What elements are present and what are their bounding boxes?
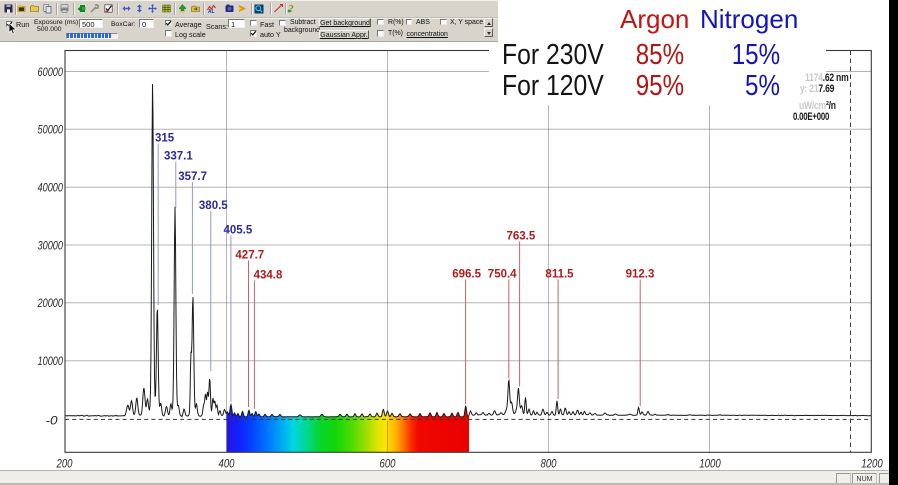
svg-text:40000: 40000 <box>38 181 64 195</box>
svg-text:427.7: 427.7 <box>235 249 264 261</box>
svg-text:696.5: 696.5 <box>452 268 481 280</box>
svg-text:434.8: 434.8 <box>254 269 283 281</box>
svg-text:-0: -0 <box>46 413 58 427</box>
svg-text:337.1: 337.1 <box>164 150 193 162</box>
svg-text:380.5: 380.5 <box>199 200 228 212</box>
svg-text:?: ? <box>288 3 294 15</box>
svg-text:AL: AL <box>208 9 215 14</box>
svg-text:600: 600 <box>380 457 396 471</box>
svg-text:400: 400 <box>219 457 235 471</box>
svg-text:30000: 30000 <box>38 238 64 252</box>
svg-text:1200: 1200 <box>861 457 883 471</box>
svg-text:20000: 20000 <box>37 296 64 310</box>
svg-text:50000: 50000 <box>38 123 64 137</box>
svg-text:750.4: 750.4 <box>488 268 517 280</box>
svg-text:912.3: 912.3 <box>626 268 655 280</box>
svg-text:200: 200 <box>56 457 73 471</box>
svg-text:357.7: 357.7 <box>178 171 207 183</box>
svg-text:811.5: 811.5 <box>545 268 574 280</box>
svg-text:800: 800 <box>541 457 557 471</box>
svg-text:60000: 60000 <box>38 65 64 79</box>
svg-text:10000: 10000 <box>38 354 64 368</box>
svg-text:763.5: 763.5 <box>507 230 536 242</box>
svg-text:315: 315 <box>155 133 175 145</box>
svg-text:405.5: 405.5 <box>224 224 253 236</box>
svg-text:1000: 1000 <box>699 457 721 471</box>
